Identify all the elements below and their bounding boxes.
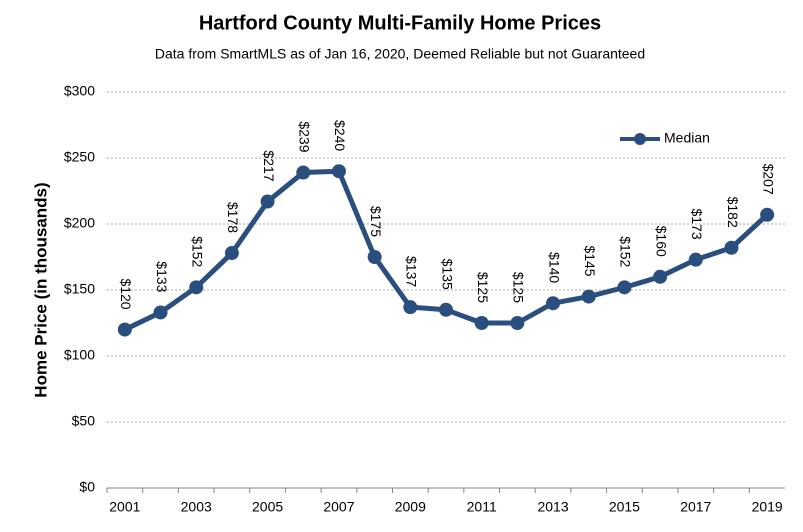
data-point <box>760 207 775 222</box>
data-label: $182 <box>725 197 741 228</box>
data-point <box>331 164 346 179</box>
y-tick-label: $300 <box>64 83 95 99</box>
data-point <box>260 194 275 209</box>
data-label: $125 <box>475 272 491 303</box>
data-label: $152 <box>618 236 634 267</box>
chart-title: Hartford County Multi-Family Home Prices <box>199 12 601 34</box>
x-tick-label: 2009 <box>395 499 426 515</box>
data-point <box>653 269 668 284</box>
data-label: $133 <box>154 261 170 292</box>
legend-marker <box>634 133 646 145</box>
data-label: $239 <box>297 121 313 152</box>
data-label: $217 <box>261 150 277 181</box>
data-label: $152 <box>190 236 206 267</box>
x-tick-label: 2017 <box>680 499 711 515</box>
y-axis-label: Home Price (in thousands) <box>31 182 50 397</box>
data-point <box>546 296 561 311</box>
data-point <box>510 316 525 330</box>
y-tick-label: $150 <box>64 281 95 297</box>
chart-subtitle: Data from SmartMLS as of Jan 16, 2020, D… <box>155 46 645 62</box>
x-tick-label: 2005 <box>252 499 283 515</box>
data-point <box>367 250 382 264</box>
x-tick-label: 2015 <box>609 499 640 515</box>
data-point <box>617 280 632 295</box>
x-tick-label: 2011 <box>467 499 497 515</box>
x-tick-label: 2019 <box>752 499 783 515</box>
x-tick-label: 2007 <box>323 499 354 515</box>
data-label: $145 <box>582 245 598 276</box>
data-point <box>403 300 418 315</box>
data-label: $137 <box>404 256 420 287</box>
data-point <box>581 289 596 304</box>
x-tick-label: 2013 <box>537 499 568 515</box>
data-point <box>688 252 703 267</box>
data-point <box>474 316 489 330</box>
legend-label: Median <box>664 130 710 146</box>
data-point <box>153 305 168 320</box>
data-point <box>224 246 239 261</box>
data-point <box>117 322 132 337</box>
data-label: $175 <box>368 206 384 237</box>
data-label: $207 <box>760 164 776 195</box>
data-label: $240 <box>332 120 348 151</box>
y-tick-label: $50 <box>72 413 96 429</box>
data-point <box>189 280 204 295</box>
data-point <box>439 302 453 317</box>
y-tick-label: $0 <box>79 479 95 495</box>
data-point <box>724 240 739 255</box>
data-label: $120 <box>118 278 134 309</box>
y-tick-label: $100 <box>64 347 95 363</box>
y-tick-label: $200 <box>64 215 95 231</box>
data-label: $173 <box>689 208 705 239</box>
data-label: $140 <box>546 252 562 283</box>
y-tick-label: $250 <box>64 149 95 165</box>
x-tick-label: 2001 <box>109 499 140 515</box>
data-point <box>296 165 311 180</box>
data-label: $135 <box>439 259 455 290</box>
data-label: $160 <box>653 226 669 257</box>
data-label: $178 <box>225 202 241 233</box>
x-tick-label: 2003 <box>181 499 212 515</box>
data-label: $125 <box>511 272 527 303</box>
